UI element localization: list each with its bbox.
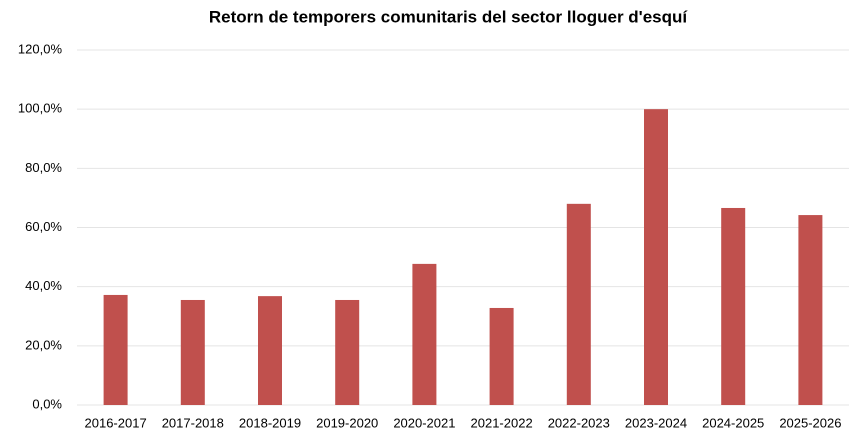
x-tick-label: 2022-2023 [548,415,610,430]
x-tick-label: 2019-2020 [316,415,378,430]
bar [335,299,360,405]
y-tick-label: 20,0% [25,337,62,352]
y-tick-label: 60,0% [25,219,62,234]
bar [644,109,668,406]
bar [412,263,437,405]
x-tick-label: 2016-2017 [85,415,147,430]
y-tick-label: 80,0% [25,160,62,175]
bar [566,203,591,405]
bar [180,299,205,405]
y-tick-label: 120,0% [18,41,63,56]
y-tick-label: 40,0% [25,278,62,293]
x-tick-label: 2018-2019 [239,415,301,430]
chart-title: Retorn de temporers comunitaris del sect… [209,7,689,26]
y-tick-label: 100,0% [18,101,63,116]
bar [489,307,514,405]
x-tick-label: 2023-2024 [625,415,687,430]
bar [103,294,128,405]
bar [798,215,823,405]
y-tick-label: 0,0% [32,396,62,411]
bar [721,207,746,405]
x-tick-label: 2020-2021 [393,415,455,430]
x-tick-label: 2021-2022 [471,415,533,430]
x-tick-label: 2025-2026 [779,415,841,430]
x-tick-label: 2024-2025 [702,415,764,430]
x-tick-label: 2017-2018 [162,415,224,430]
bar [258,296,282,405]
